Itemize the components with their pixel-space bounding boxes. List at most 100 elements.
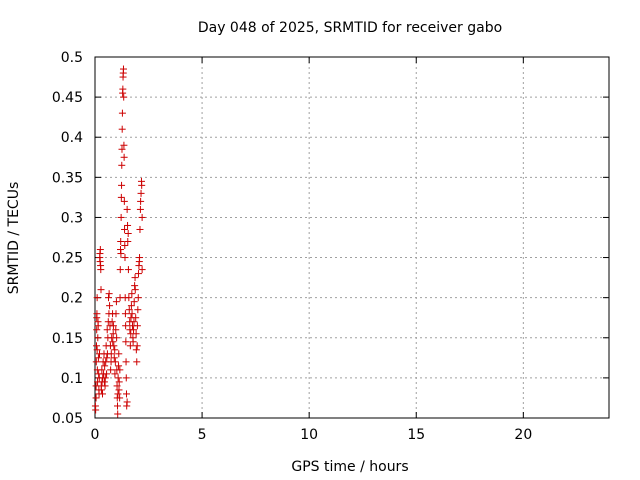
- data-point: [118, 145, 126, 153]
- data-point: [122, 338, 130, 346]
- data-point: [117, 213, 125, 221]
- data-point: [124, 266, 132, 274]
- data-point: [93, 326, 101, 334]
- data-point: [128, 290, 136, 298]
- data-point: [125, 294, 133, 302]
- x-axis-label: GPS time / hours: [291, 459, 408, 475]
- data-point: [114, 390, 122, 398]
- data-point: [93, 346, 101, 354]
- data-point: [123, 398, 131, 406]
- data-point: [111, 370, 119, 378]
- data-point: [114, 374, 122, 382]
- data-point: [123, 205, 131, 213]
- data-point: [117, 193, 125, 201]
- data-point: [138, 181, 146, 189]
- data-point: [94, 354, 102, 362]
- data-point: [118, 109, 126, 117]
- x-tick-label: 10: [300, 427, 318, 443]
- data-point: [124, 221, 132, 229]
- data-point: [136, 254, 144, 262]
- data-point: [119, 85, 127, 93]
- data-point: [133, 358, 141, 366]
- data-point: [103, 354, 111, 362]
- data-point: [97, 266, 105, 274]
- data-point: [122, 322, 130, 330]
- data-point: [101, 362, 109, 370]
- data-point: [125, 306, 133, 314]
- data-point: [118, 125, 126, 133]
- data-point: [101, 374, 109, 382]
- data-point: [121, 225, 129, 233]
- data-point: [109, 322, 117, 330]
- data-point: [110, 342, 118, 350]
- data-point: [132, 346, 140, 354]
- data-point: [117, 250, 125, 258]
- data-point: [92, 358, 100, 366]
- data-point: [107, 366, 115, 374]
- data-point: [97, 286, 105, 294]
- data-point: [134, 306, 142, 314]
- plot-border: [94, 56, 610, 419]
- data-point: [100, 378, 108, 386]
- data-point: [138, 213, 146, 221]
- data-point: [126, 342, 134, 350]
- y-tick-label: 0.5: [61, 50, 83, 66]
- x-tick-label: 5: [198, 427, 207, 443]
- data-point: [98, 390, 106, 398]
- data-point: [93, 310, 101, 318]
- data-point: [124, 229, 132, 237]
- data-point: [127, 302, 135, 310]
- data-point: [115, 362, 123, 370]
- data-point: [120, 141, 128, 149]
- data-point: [92, 342, 100, 350]
- data-point: [130, 326, 138, 334]
- y-tick-label: 0.05: [52, 411, 83, 427]
- data-point: [116, 366, 124, 374]
- data-point: [121, 242, 129, 250]
- data-point: [122, 358, 130, 366]
- grid: [95, 57, 609, 418]
- y-tick-label: 0.2: [61, 291, 83, 307]
- data-point: [119, 65, 127, 73]
- data-point: [92, 406, 100, 414]
- data-point: [131, 274, 139, 282]
- y-tick-label: 0.15: [52, 331, 83, 347]
- data-point: [94, 322, 102, 330]
- data-point: [103, 326, 111, 334]
- data-point: [112, 298, 120, 306]
- data-point: [130, 318, 138, 326]
- data-point: [134, 294, 142, 302]
- data-point: [122, 390, 130, 398]
- data-point: [129, 338, 137, 346]
- data-point: [131, 286, 139, 294]
- y-tick-label: 0.3: [61, 210, 83, 226]
- y-tick-label: 0.25: [52, 251, 83, 267]
- data-point: [131, 282, 139, 290]
- data-point: [118, 181, 126, 189]
- y-axis-label: SRMTID / TECUs: [6, 182, 22, 295]
- data-point: [132, 330, 140, 338]
- tick-labels: 0 5 10 15 20 0.05 0.1 0.15 0.2 0.25 0.3 0.35 0.4 0.45…: [52, 50, 532, 443]
- data-point: [104, 294, 112, 302]
- data-point: [117, 238, 125, 246]
- data-point: [113, 402, 121, 410]
- data-point: [114, 410, 122, 418]
- data-point: [105, 290, 113, 298]
- data-point: [107, 350, 115, 358]
- x-tick-label: 0: [91, 427, 100, 443]
- data-point: [112, 326, 120, 334]
- data-point: [115, 350, 123, 358]
- data-point: [113, 334, 121, 342]
- data-point: [108, 318, 116, 326]
- data-points: [91, 65, 146, 418]
- chart-title: Day 048 of 2025, SRMTID for receiver gab…: [198, 20, 502, 36]
- data-point: [136, 225, 144, 233]
- axes: [94, 56, 610, 419]
- data-point: [111, 346, 119, 354]
- data-point: [112, 310, 120, 318]
- data-point: [136, 205, 144, 213]
- data-point: [133, 342, 141, 350]
- data-point: [116, 266, 124, 274]
- data-point: [121, 310, 129, 318]
- data-point: [120, 93, 128, 101]
